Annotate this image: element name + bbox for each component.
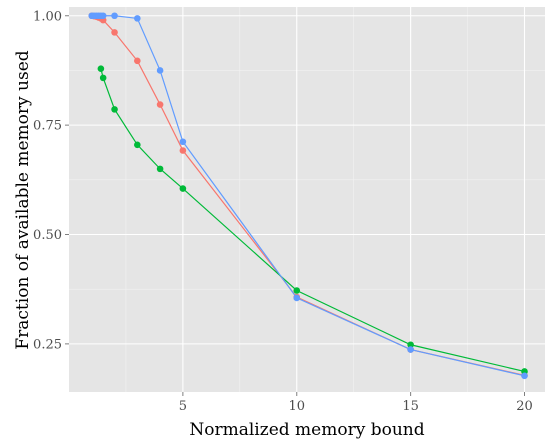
data-point bbox=[134, 15, 141, 22]
x-axis-title: Normalized memory bound bbox=[189, 420, 424, 440]
data-point bbox=[293, 287, 301, 294]
data-point bbox=[134, 141, 141, 149]
y-axis-title: Fraction of available memory used bbox=[13, 50, 33, 349]
x-tick-label: 20 bbox=[516, 399, 533, 414]
data-point bbox=[99, 74, 107, 82]
data-point bbox=[156, 165, 164, 173]
data-point bbox=[407, 346, 414, 353]
data-point bbox=[99, 12, 107, 20]
data-point bbox=[111, 106, 118, 113]
minor-gridlines bbox=[69, 7, 545, 392]
y-tick-label: 0.50 bbox=[33, 228, 62, 243]
data-point bbox=[156, 67, 164, 74]
data-point bbox=[156, 101, 164, 108]
plot-panel bbox=[69, 7, 545, 392]
data-point bbox=[179, 147, 187, 154]
series-3 bbox=[88, 12, 528, 380]
data-point bbox=[179, 138, 187, 146]
data-point bbox=[179, 185, 187, 192]
x-axis-ticks: 5 10 15 20 bbox=[179, 392, 533, 414]
y-axis-ticks: 0.25 0.50 0.75 1.00 bbox=[33, 9, 69, 352]
data-point bbox=[293, 294, 301, 302]
major-gridlines bbox=[69, 7, 545, 392]
y-tick-label: 0.25 bbox=[33, 337, 62, 352]
data-point bbox=[97, 65, 105, 72]
x-tick-label: 15 bbox=[402, 399, 419, 414]
x-tick-label: 5 bbox=[179, 399, 187, 414]
data-point bbox=[407, 341, 414, 349]
data-point bbox=[134, 57, 141, 65]
y-tick-label: 1.00 bbox=[33, 9, 62, 24]
data-point bbox=[521, 372, 528, 380]
series-2 bbox=[97, 65, 528, 375]
y-tick-label: 0.75 bbox=[33, 119, 62, 134]
x-tick-label: 10 bbox=[288, 399, 305, 414]
data-point bbox=[111, 29, 118, 36]
data-point bbox=[111, 12, 118, 20]
series-layer bbox=[88, 12, 528, 380]
